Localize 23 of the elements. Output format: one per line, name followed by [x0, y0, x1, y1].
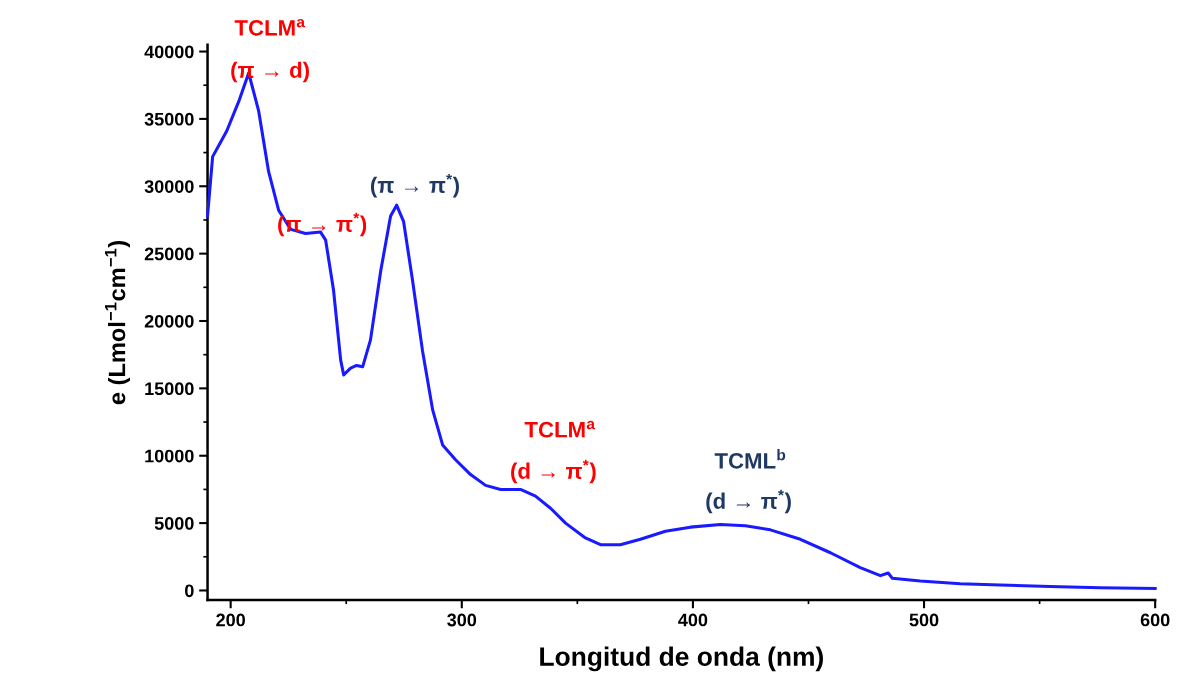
y-tick-label: 25000: [144, 247, 194, 261]
x-tick-label: 400: [678, 613, 708, 627]
x-tick-label: 500: [909, 613, 939, 627]
x-tick-label: 600: [1140, 613, 1170, 627]
annotation: (d → π$^{*}$): [511, 459, 596, 484]
annotation: (π → π$^{*}$): [370, 173, 459, 198]
y-tick-label: 40000: [144, 45, 194, 59]
annotation: TCML$^{b}$: [714, 448, 786, 469]
y-tick-label: 35000: [144, 112, 194, 126]
annotation: TCLM$^{a}$: [524, 420, 596, 438]
y-axis-title: e (Lmol$^{−1}$cm$^{−1}$): [105, 240, 130, 405]
annotation: (π → d): [231, 61, 309, 83]
y-tick-label: 20000: [144, 314, 194, 328]
y-tick-label: 5000: [154, 517, 194, 530]
y-tick-label: 10000: [145, 449, 194, 463]
y-tick-label: 30000: [144, 180, 194, 194]
x-tick-label: 200: [216, 613, 245, 627]
y-tick-label: 0: [185, 584, 194, 598]
y-tick-label: 15000: [145, 382, 194, 396]
annotation: (d → π$^{*}$): [706, 489, 791, 514]
x-axis-title: Longitud de onda (nm): [540, 646, 823, 672]
text: TCLM$^{a}$: [234, 18, 306, 36]
x-tick-label: 300: [447, 613, 477, 627]
